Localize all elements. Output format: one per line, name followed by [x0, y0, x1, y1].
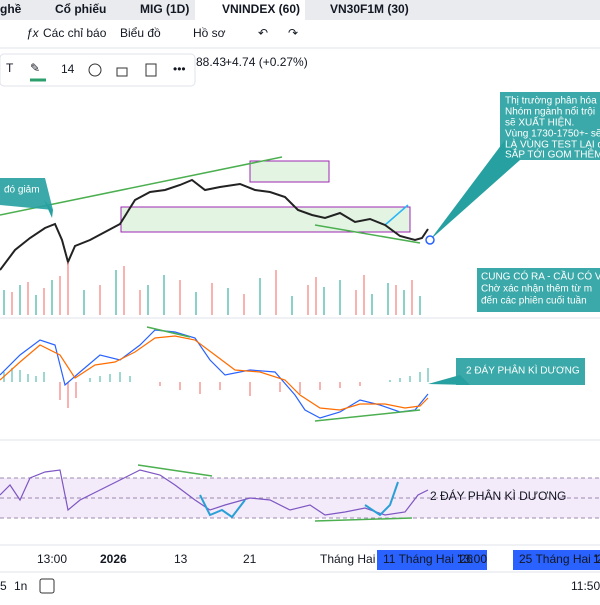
volume-bars — [3, 270, 421, 315]
callout — [0, 178, 53, 210]
callout — [477, 268, 600, 312]
callout-pointer — [430, 140, 520, 240]
divergence-line — [137, 464, 213, 477]
signal-line — [0, 335, 429, 411]
lock-icon[interactable] — [116, 67, 128, 77]
callout-text: sẽ XUẤT HIỆN. — [505, 116, 574, 129]
cursor-time: 13:00 — [457, 552, 487, 566]
price-line — [0, 178, 429, 271]
price-close: 88.43 — [196, 55, 226, 69]
indicators-button[interactable]: Các chỉ báo — [43, 26, 107, 40]
x-axis-label: 2026 — [100, 552, 127, 566]
profile-button[interactable]: Hồ sơ — [193, 26, 226, 40]
tab[interactable]: MIG (1D) — [140, 2, 189, 16]
rsi-line — [0, 469, 429, 516]
divergence-line — [314, 409, 421, 422]
tab[interactable]: ghề — [0, 2, 22, 16]
range-button[interactable]: 5 — [0, 579, 7, 593]
tab[interactable]: VNINDEX (60) — [222, 2, 300, 16]
callout-pointer — [428, 375, 470, 385]
macd-histogram — [3, 368, 429, 382]
size-value[interactable]: 14 — [61, 62, 75, 76]
divergence-line — [314, 517, 413, 522]
tab[interactable]: Cổ phiếu — [55, 2, 106, 16]
callout-text: Chờ xác nhận thêm từ m — [481, 284, 592, 295]
callout-pointer — [44, 200, 53, 218]
delete-icon[interactable] — [145, 63, 157, 77]
fx-icon: ƒx — [26, 26, 40, 40]
trend-line — [384, 204, 409, 226]
text-tool[interactable]: T — [6, 61, 14, 75]
callout-text: Thị trường phân hóa — [505, 96, 597, 107]
divergence-line — [146, 326, 191, 338]
callout-text: đến các phiên cuối tuần — [481, 295, 587, 307]
callout-text: đó giảm — [4, 185, 40, 196]
callout — [456, 358, 585, 385]
x-axis-label: Tháng Hai — [320, 552, 375, 566]
settings-icon[interactable] — [88, 63, 102, 77]
trend-line — [314, 224, 421, 244]
callout — [500, 92, 600, 160]
end-cut: 12 — [593, 552, 600, 566]
callout-text: Nhóm ngành nổi trội — [505, 106, 595, 118]
clock: 11:50 — [571, 579, 600, 593]
volume-bars — [11, 262, 413, 315]
cursor-date: 11 Tháng Hai '26 — [383, 552, 473, 566]
end-date: 25 Tháng Hai '26 — [519, 552, 600, 566]
cursor-label-bg — [377, 550, 487, 570]
anchor-point[interactable] — [425, 235, 435, 245]
active-tab[interactable] — [195, 0, 305, 20]
x-axis-label: 13:00 — [37, 552, 67, 566]
callout-text: LÀ VÙNG TEST LẠI đ — [505, 138, 600, 151]
x-axis-label: 21 — [243, 552, 257, 566]
callout-text: SẮP TỚI GOM THÊM — [505, 148, 600, 161]
callout-text: Vùng 1730-1750+- sẽ — [505, 129, 600, 140]
drawing-toolbar — [0, 53, 196, 87]
more-icon[interactable]: ••• — [173, 62, 186, 76]
price-change: +4.74 (+0.27%) — [225, 55, 308, 69]
cursor-label-bg — [513, 550, 600, 570]
rsi-annotation: 2 ĐÁY PHÂN KÌ DƯƠNG — [430, 488, 566, 503]
callout-text: CUNG CÓ RA - CẦU CÓ VA — [481, 270, 600, 283]
x-axis-label: 13 — [174, 552, 188, 566]
zone-box — [249, 160, 330, 183]
chart-type-button[interactable]: Biểu đồ — [120, 26, 161, 40]
undo[interactable]: ↶ — [258, 26, 268, 40]
macd-line — [0, 329, 429, 419]
calendar-icon[interactable] — [39, 578, 55, 594]
color-tool[interactable]: ✎ — [30, 61, 40, 75]
rsi-highlight — [199, 494, 246, 519]
macd-histogram — [59, 382, 361, 408]
rsi-highlight — [364, 481, 399, 517]
range-button[interactable]: 1n — [14, 579, 27, 593]
callout-text: 2 ĐÁY PHÂN KÌ DƯƠNG — [466, 364, 580, 377]
redo[interactable]: ↷ — [288, 26, 298, 40]
zone-box — [120, 206, 411, 233]
tab[interactable]: VN30F1M (30) — [330, 2, 409, 16]
